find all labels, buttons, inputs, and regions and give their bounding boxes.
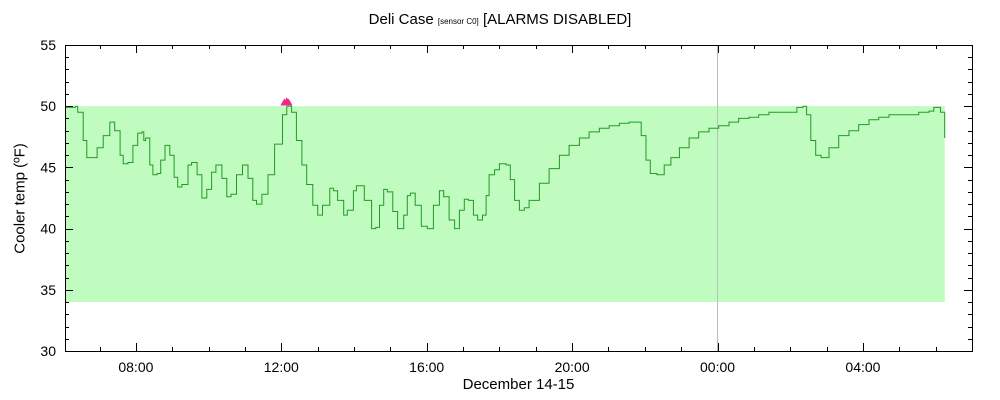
acceptable-band xyxy=(65,106,945,303)
y-tick-label: 45 xyxy=(40,159,56,175)
title-alarm-status: [ALARMS DISABLED] xyxy=(482,11,632,28)
chart-title: Deli Case [sensor C0] [ALARMS DISABLED] xyxy=(0,11,1000,28)
y-tick-label: 50 xyxy=(40,98,56,114)
temperature-series-line xyxy=(65,105,946,230)
x-tick-label: 12:00 xyxy=(264,359,299,375)
y-tick-label: 30 xyxy=(40,343,56,359)
x-axis-label: December 14-15 xyxy=(462,376,575,393)
x-tick-label: 16:00 xyxy=(409,359,444,375)
y-tick-label: 55 xyxy=(40,37,56,53)
alarm-marker xyxy=(284,98,293,106)
x-tick-label: 00:00 xyxy=(700,359,735,375)
y-axis-label: Cooler temp (ºF) xyxy=(11,143,29,254)
plot-border xyxy=(65,45,973,352)
y-tick-label: 40 xyxy=(40,221,56,237)
x-tick-label: 04:00 xyxy=(845,359,880,375)
y-tick-label: 35 xyxy=(40,282,56,298)
title-sensor: [sensor C0] xyxy=(437,17,479,26)
x-tick-label: 08:00 xyxy=(118,359,153,375)
x-tick-label: 20:00 xyxy=(555,359,590,375)
title-main: Deli Case xyxy=(368,11,434,28)
